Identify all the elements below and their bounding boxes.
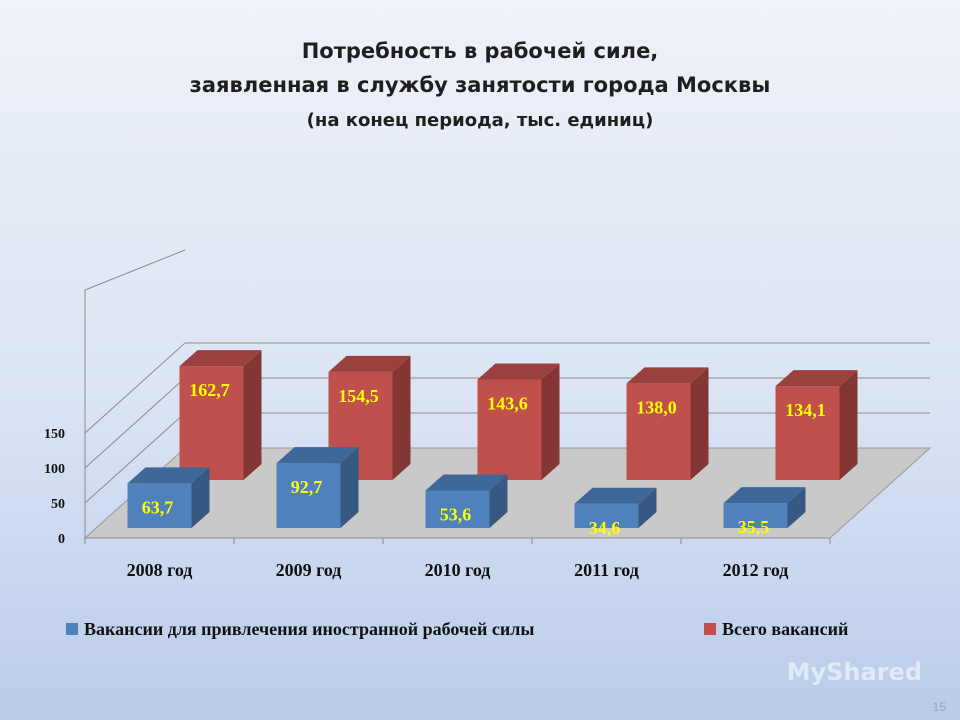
page-number: 15 [932,700,946,714]
data-label: 34,6 [589,518,621,538]
bar-top-face [127,467,210,484]
bar-total: 162,7 [179,350,262,480]
bar-front-face [179,366,244,480]
gridline-diagonal [84,377,186,469]
title-line-2: заявленная в службу занятости города Мос… [189,73,771,97]
bar-side-face [191,467,210,528]
bar-top-face [626,367,709,384]
bar-total: 134,1 [775,370,858,480]
bar-top-face [477,363,560,380]
y-tick-label: 150 [44,427,65,442]
bar-foreign: 35,5 [723,487,806,537]
watermark-logo: MyShared [786,658,922,686]
gridline-diagonal [84,412,186,504]
bar-foreign: 92,7 [276,447,359,528]
bar-side-face [541,363,560,480]
legend: Вакансии для привлечения иностранной раб… [66,619,848,639]
bar-total: 154,5 [328,355,411,480]
bar-front-face [574,503,639,528]
legend-label: Вакансии для привлечения иностранной раб… [84,619,534,639]
bar-front-face [477,379,542,480]
bar-foreign: 53,6 [425,474,508,528]
bar-top-face [276,447,359,464]
bar-front-face [775,386,840,480]
data-label: 154,5 [338,386,379,406]
bar-side-face [787,487,806,528]
wall-edge [84,249,186,291]
bar-top-face [574,487,657,504]
bar-top-face [775,370,858,387]
legend-label: Всего вакансий [722,619,848,639]
bar-foreign: 63,7 [127,467,210,528]
bar-top-face [328,355,411,372]
bar-front-face [723,503,788,528]
bar-foreign: 34,6 [574,487,657,538]
bar-front-face [127,483,192,528]
y-tick-label: 100 [44,462,65,477]
data-label: 138,0 [636,397,677,417]
x-category-label: 2010 год [425,560,491,580]
legend-swatch [704,623,716,635]
bar-side-face [690,367,709,480]
bar-side-face [489,474,508,528]
y-tick-label: 50 [51,497,65,512]
data-label: 53,6 [440,504,472,524]
x-category-label: 2011 год [574,560,639,580]
bar-total: 138,0 [626,367,709,480]
bar-side-face [243,350,262,480]
bar-total: 143,6 [477,363,560,480]
data-label: 92,7 [291,477,323,497]
legend-swatch [66,623,78,635]
bar-side-face [839,370,858,480]
data-label: 63,7 [142,497,174,517]
title-line-3-units: (на конец периода, тыс. единиц) [306,110,654,131]
x-category-label: 2012 год [723,560,789,580]
gridline-diagonal [84,342,186,434]
x-axis-categories: 2008 год 2009 год 2010 год 2011 год 2012 год [127,560,789,580]
slide-title: Потребность в рабочей силе, заявленная в… [0,34,960,140]
y-tick-label: 0 [58,532,65,547]
bars: 162,7 154,5 143,6 138,0 134,1 63,7 92,7 53,6 34,… [127,350,858,538]
x-category-label: 2009 год [276,560,342,580]
bar-top-face [723,487,806,504]
bar-front-face [425,490,490,528]
data-label: 143,6 [487,393,528,413]
bar-side-face [392,355,411,480]
bar-side-face [340,447,359,528]
bar-top-face [425,474,508,491]
data-label: 162,7 [189,380,230,400]
bar-side-face [638,487,657,528]
bar-top-face [179,350,262,367]
y-axis-ticks: 0 50 100 150 [44,427,65,547]
x-category-label: 2008 год [127,560,193,580]
bar-front-face [276,463,341,528]
title-line-1: Потребность в рабочей силе, [301,39,659,63]
data-label: 35,5 [738,517,770,537]
bar-front-face [626,383,691,480]
data-label: 134,1 [785,400,826,420]
